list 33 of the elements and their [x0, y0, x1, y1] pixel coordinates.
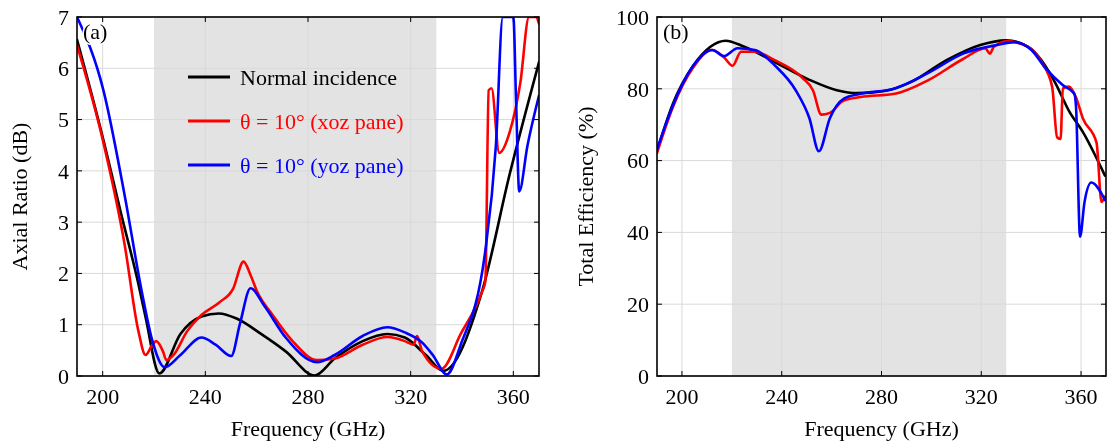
y-tick-label: 40 — [627, 220, 649, 246]
y-tick-label: 0 — [58, 363, 69, 389]
x-tick-label: 240 — [765, 384, 799, 409]
y-axis-title: Total Efficiency (%) — [573, 106, 598, 287]
y-tick-label: 1 — [58, 312, 69, 338]
annotation: (a) — [83, 19, 108, 44]
y-tick-label: 20 — [627, 291, 649, 317]
x-tick-label: 280 — [865, 384, 898, 409]
y-tick-label: 80 — [627, 76, 649, 102]
y-tick-label: 100 — [616, 4, 649, 30]
y-tick-label: 60 — [627, 148, 649, 174]
y-tick-label: 4 — [58, 158, 69, 184]
x-tick-label: 360 — [496, 384, 530, 409]
x-axis-title: Frequency (GHz) — [230, 416, 386, 441]
x-tick-label: 320 — [964, 384, 998, 409]
y-axis-title: Axial Ratio (dB) — [7, 122, 32, 271]
x-tick-label: 320 — [394, 384, 428, 409]
x-tick-label: 200 — [86, 384, 120, 409]
x-tick-label: 360 — [1064, 384, 1098, 409]
x-tick-label: 280 — [291, 384, 325, 409]
legend-label: Normal incidence — [240, 64, 397, 90]
y-tick-label: 7 — [58, 4, 69, 30]
y-tick-label: 2 — [58, 261, 69, 287]
y-tick-label: 0 — [638, 363, 649, 389]
x-tick-label: 240 — [188, 384, 222, 409]
x-tick-label: 200 — [665, 384, 699, 409]
y-tick-label: 3 — [58, 209, 69, 235]
annotation: (b) — [663, 19, 689, 44]
legend-label: θ = 10° (yoz pane) — [240, 152, 404, 178]
y-tick-label: 5 — [58, 107, 69, 133]
x-axis-title: Frequency (GHz) — [804, 416, 959, 441]
legend-label: θ = 10° (xoz pane) — [240, 108, 404, 134]
y-tick-label: 6 — [58, 55, 69, 81]
